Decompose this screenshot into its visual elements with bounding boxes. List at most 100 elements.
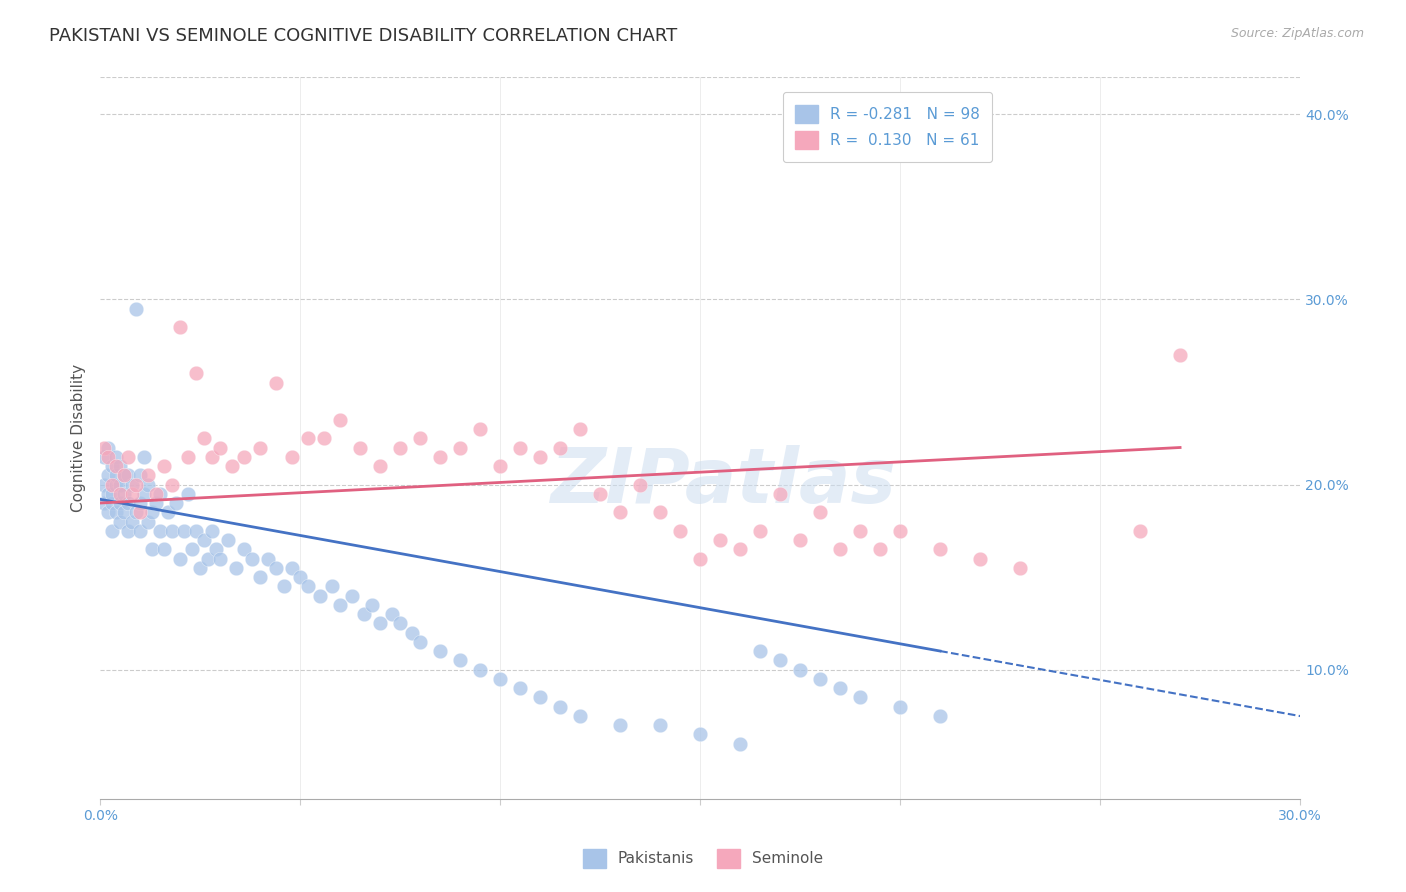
- Point: [728, 737, 751, 751]
- Point: [136, 477, 159, 491]
- Point: [217, 533, 239, 547]
- Point: [389, 441, 412, 455]
- Point: [141, 505, 163, 519]
- Point: [489, 458, 512, 473]
- Point: [749, 644, 772, 658]
- Point: [648, 505, 671, 519]
- Point: [769, 487, 792, 501]
- Point: [830, 681, 852, 695]
- Point: [240, 551, 263, 566]
- Point: [1010, 561, 1032, 575]
- Point: [329, 413, 352, 427]
- Point: [381, 607, 404, 621]
- Point: [145, 496, 167, 510]
- Point: [108, 487, 131, 501]
- Point: [361, 598, 384, 612]
- Point: [160, 524, 183, 538]
- Point: [1168, 348, 1191, 362]
- Point: [728, 542, 751, 557]
- Point: [108, 458, 131, 473]
- Point: [145, 487, 167, 501]
- Point: [929, 542, 952, 557]
- Point: [449, 653, 471, 667]
- Point: [1129, 524, 1152, 538]
- Point: [225, 561, 247, 575]
- Point: [889, 524, 911, 538]
- Point: [509, 441, 531, 455]
- Point: [689, 727, 711, 741]
- Point: [929, 708, 952, 723]
- Point: [153, 542, 176, 557]
- Point: [789, 663, 811, 677]
- Point: [105, 450, 128, 464]
- Point: [177, 450, 200, 464]
- Point: [165, 496, 187, 510]
- Point: [201, 524, 224, 538]
- Point: [468, 663, 491, 677]
- Point: [209, 441, 232, 455]
- Point: [93, 441, 115, 455]
- Point: [264, 376, 287, 390]
- Point: [257, 551, 280, 566]
- Text: PAKISTANI VS SEMINOLE COGNITIVE DISABILITY CORRELATION CHART: PAKISTANI VS SEMINOLE COGNITIVE DISABILI…: [49, 27, 678, 45]
- Point: [368, 458, 391, 473]
- Point: [249, 441, 271, 455]
- Point: [169, 551, 191, 566]
- Point: [134, 450, 156, 464]
- Point: [97, 505, 120, 519]
- Point: [141, 542, 163, 557]
- Point: [548, 441, 571, 455]
- Point: [184, 367, 207, 381]
- Point: [105, 505, 128, 519]
- Point: [201, 450, 224, 464]
- Point: [449, 441, 471, 455]
- Point: [205, 542, 228, 557]
- Point: [101, 458, 124, 473]
- Point: [177, 487, 200, 501]
- Point: [112, 468, 135, 483]
- Point: [429, 644, 451, 658]
- Point: [409, 634, 432, 648]
- Point: [149, 487, 172, 501]
- Point: [808, 505, 831, 519]
- Point: [93, 450, 115, 464]
- Point: [769, 653, 792, 667]
- Point: [709, 533, 731, 547]
- Point: [97, 487, 120, 501]
- Text: Source: ZipAtlas.com: Source: ZipAtlas.com: [1230, 27, 1364, 40]
- Point: [149, 524, 172, 538]
- Point: [112, 487, 135, 501]
- Point: [157, 505, 180, 519]
- Point: [830, 542, 852, 557]
- Point: [169, 320, 191, 334]
- Point: [193, 533, 215, 547]
- Point: [209, 551, 232, 566]
- Point: [97, 450, 120, 464]
- Point: [409, 431, 432, 445]
- Point: [401, 625, 423, 640]
- Point: [233, 450, 256, 464]
- Point: [108, 515, 131, 529]
- Point: [297, 579, 319, 593]
- Point: [288, 570, 311, 584]
- Point: [125, 505, 148, 519]
- Point: [628, 477, 651, 491]
- Point: [188, 561, 211, 575]
- Point: [97, 441, 120, 455]
- Point: [101, 487, 124, 501]
- Point: [93, 477, 115, 491]
- Point: [101, 477, 124, 491]
- Point: [273, 579, 295, 593]
- Point: [281, 561, 304, 575]
- Point: [129, 496, 152, 510]
- Point: [160, 477, 183, 491]
- Point: [101, 524, 124, 538]
- Point: [121, 477, 143, 491]
- Point: [669, 524, 692, 538]
- Point: [529, 690, 551, 705]
- Point: [849, 524, 872, 538]
- Point: [609, 505, 631, 519]
- Point: [309, 589, 332, 603]
- Point: [108, 496, 131, 510]
- Point: [173, 524, 195, 538]
